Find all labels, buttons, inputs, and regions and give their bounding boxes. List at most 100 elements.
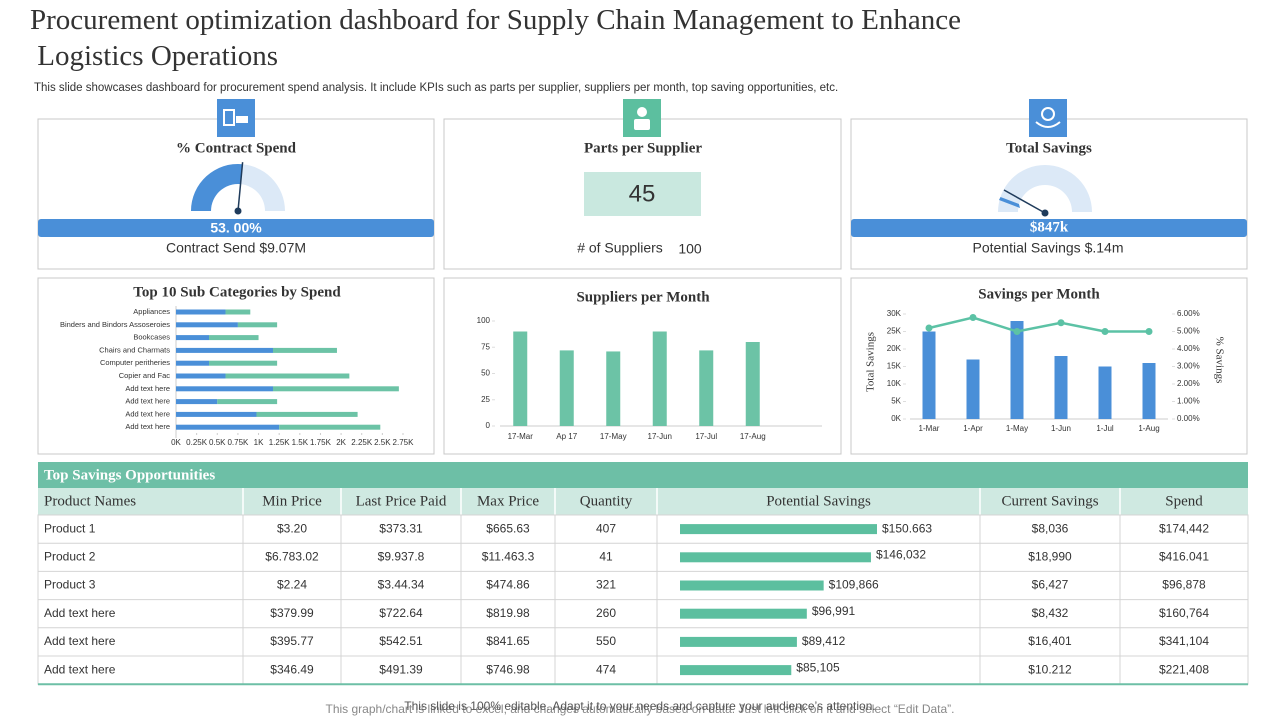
kpi-box <box>584 172 701 216</box>
y-tick-label: 20K <box>887 344 902 353</box>
table-header-row <box>38 488 1248 515</box>
table-cell: $221,408 <box>1159 662 1209 676</box>
y-tick-label: 50 <box>481 369 490 378</box>
x-tick-label: 1-Mar <box>919 424 940 433</box>
bar-segment <box>176 322 238 328</box>
kpi-footer-label: # of Suppliers <box>577 240 663 256</box>
savings-bar <box>680 524 877 535</box>
chart-title: Top 10 Sub Categories by Spend <box>133 284 341 300</box>
bar-segment <box>176 373 226 379</box>
x-tick-label: 17-Jun <box>648 432 672 441</box>
x-tick-label: 1K <box>254 438 264 447</box>
x-tick-label: 17-Aug <box>740 432 766 441</box>
column-header: Potential Savings <box>766 493 871 509</box>
category-label: Copier and Fac <box>119 371 171 380</box>
x-tick-label: 1.75K <box>310 438 332 447</box>
column-header: Current Savings <box>1001 493 1098 509</box>
bar-segment <box>225 309 251 315</box>
y2-tick-label: 1.00% <box>1177 397 1200 406</box>
table-cell: $341,104 <box>1159 634 1209 648</box>
line-marker <box>1057 319 1065 327</box>
line-marker <box>925 324 933 332</box>
footer-note: This graph/chart is linked to excel, and… <box>326 702 955 716</box>
bar <box>966 359 980 419</box>
bar-segment <box>176 424 280 430</box>
kpi-band <box>38 219 434 237</box>
table-cell: $542.51 <box>379 634 423 648</box>
bar-segment <box>256 411 358 417</box>
column-header: Quantity <box>580 493 633 509</box>
table-cell: $395.77 <box>270 634 314 648</box>
kpi-title: % Contract Spend <box>176 140 297 156</box>
category-label: Add text here <box>125 422 170 431</box>
table-cell: $373.31 <box>379 521 423 535</box>
page-title: Procurement optimization dashboard for S… <box>30 4 961 72</box>
x-tick-label: 17-Jul <box>695 432 717 441</box>
line-marker <box>1101 328 1109 335</box>
bar-segment <box>176 309 226 315</box>
bar-segment <box>237 322 278 328</box>
bar-segment <box>176 411 257 417</box>
savings-bar <box>680 580 824 591</box>
y-tick-label: 15K <box>887 362 902 371</box>
x-tick-label: 1-Apr <box>963 424 983 433</box>
bar <box>559 350 574 426</box>
kpi-footer-value: 100 <box>678 241 702 257</box>
bar-segment <box>176 399 218 405</box>
table-cell: $18,990 <box>1028 549 1072 563</box>
table-title: Top Savings Opportunities <box>44 467 215 483</box>
table-cell: $3.44.34 <box>378 578 425 592</box>
x-tick-label: 0K <box>171 438 181 447</box>
x-tick-label: 2.25K <box>351 438 373 447</box>
y2-tick-label: 2.00% <box>1177 379 1200 388</box>
table: Product Names Min Price Last Price Paid Max… <box>37 488 1249 686</box>
chart-panel <box>37 277 435 455</box>
x-tick-label: 2.5K <box>374 438 391 447</box>
kpi-value: $847k <box>1030 219 1069 235</box>
x-tick-label: 1.5K <box>292 438 309 447</box>
category-label: Add text here <box>125 384 170 393</box>
bar-segment <box>225 373 350 379</box>
bar-segment <box>176 360 210 366</box>
kpi-title: Parts per Supplier <box>584 140 702 156</box>
bar <box>513 331 528 426</box>
column-header: Last Price Paid <box>356 493 447 509</box>
gauge-needle <box>237 162 244 212</box>
kpi-band <box>851 219 1247 237</box>
bar <box>1142 363 1156 419</box>
line-marker <box>969 314 977 321</box>
kpi-panel <box>37 118 435 270</box>
table-cell: Product 3 <box>44 578 96 592</box>
table-cell: Product 1 <box>44 521 96 535</box>
y2-tick-label: 3.00% <box>1177 362 1200 371</box>
y2-tick-label: 0.00% <box>1177 414 1200 423</box>
savings-label: $96,991 <box>812 604 856 618</box>
x-tick-label: 17-Mar <box>508 432 534 441</box>
y-axis-title: Total Savings <box>865 332 877 392</box>
table-cell: Product 2 <box>44 549 96 563</box>
table-cell: $722.64 <box>379 606 423 620</box>
category-label: Add text here <box>125 397 170 406</box>
table-cell: $11.463.3 <box>482 549 535 563</box>
y2-tick-label: 5.00% <box>1177 327 1200 336</box>
y-tick-label: 75 <box>481 342 490 351</box>
kpi-footer: Contract Send $9.07M <box>166 240 306 256</box>
table-cell: $6,427 <box>1032 578 1069 592</box>
x-tick-label: 1.25K <box>269 438 291 447</box>
bar-segment <box>279 424 381 430</box>
savings-label: $109,866 <box>829 578 879 592</box>
column-header: Product Names <box>44 493 136 509</box>
table-cell: $841.65 <box>486 634 530 648</box>
table-cell: $16,401 <box>1028 634 1072 648</box>
table-cell: 407 <box>596 521 616 535</box>
savings-label: $85,105 <box>796 660 840 674</box>
y2-tick-label: 6.00% <box>1177 309 1200 318</box>
table-cell: 41 <box>599 549 613 563</box>
table-cell: $96,878 <box>1162 578 1206 592</box>
bar <box>652 331 667 426</box>
bar <box>1010 321 1024 419</box>
chart-panel <box>443 277 842 455</box>
table-cell: $491.39 <box>379 662 423 676</box>
table-cell: Add text here <box>44 606 116 620</box>
